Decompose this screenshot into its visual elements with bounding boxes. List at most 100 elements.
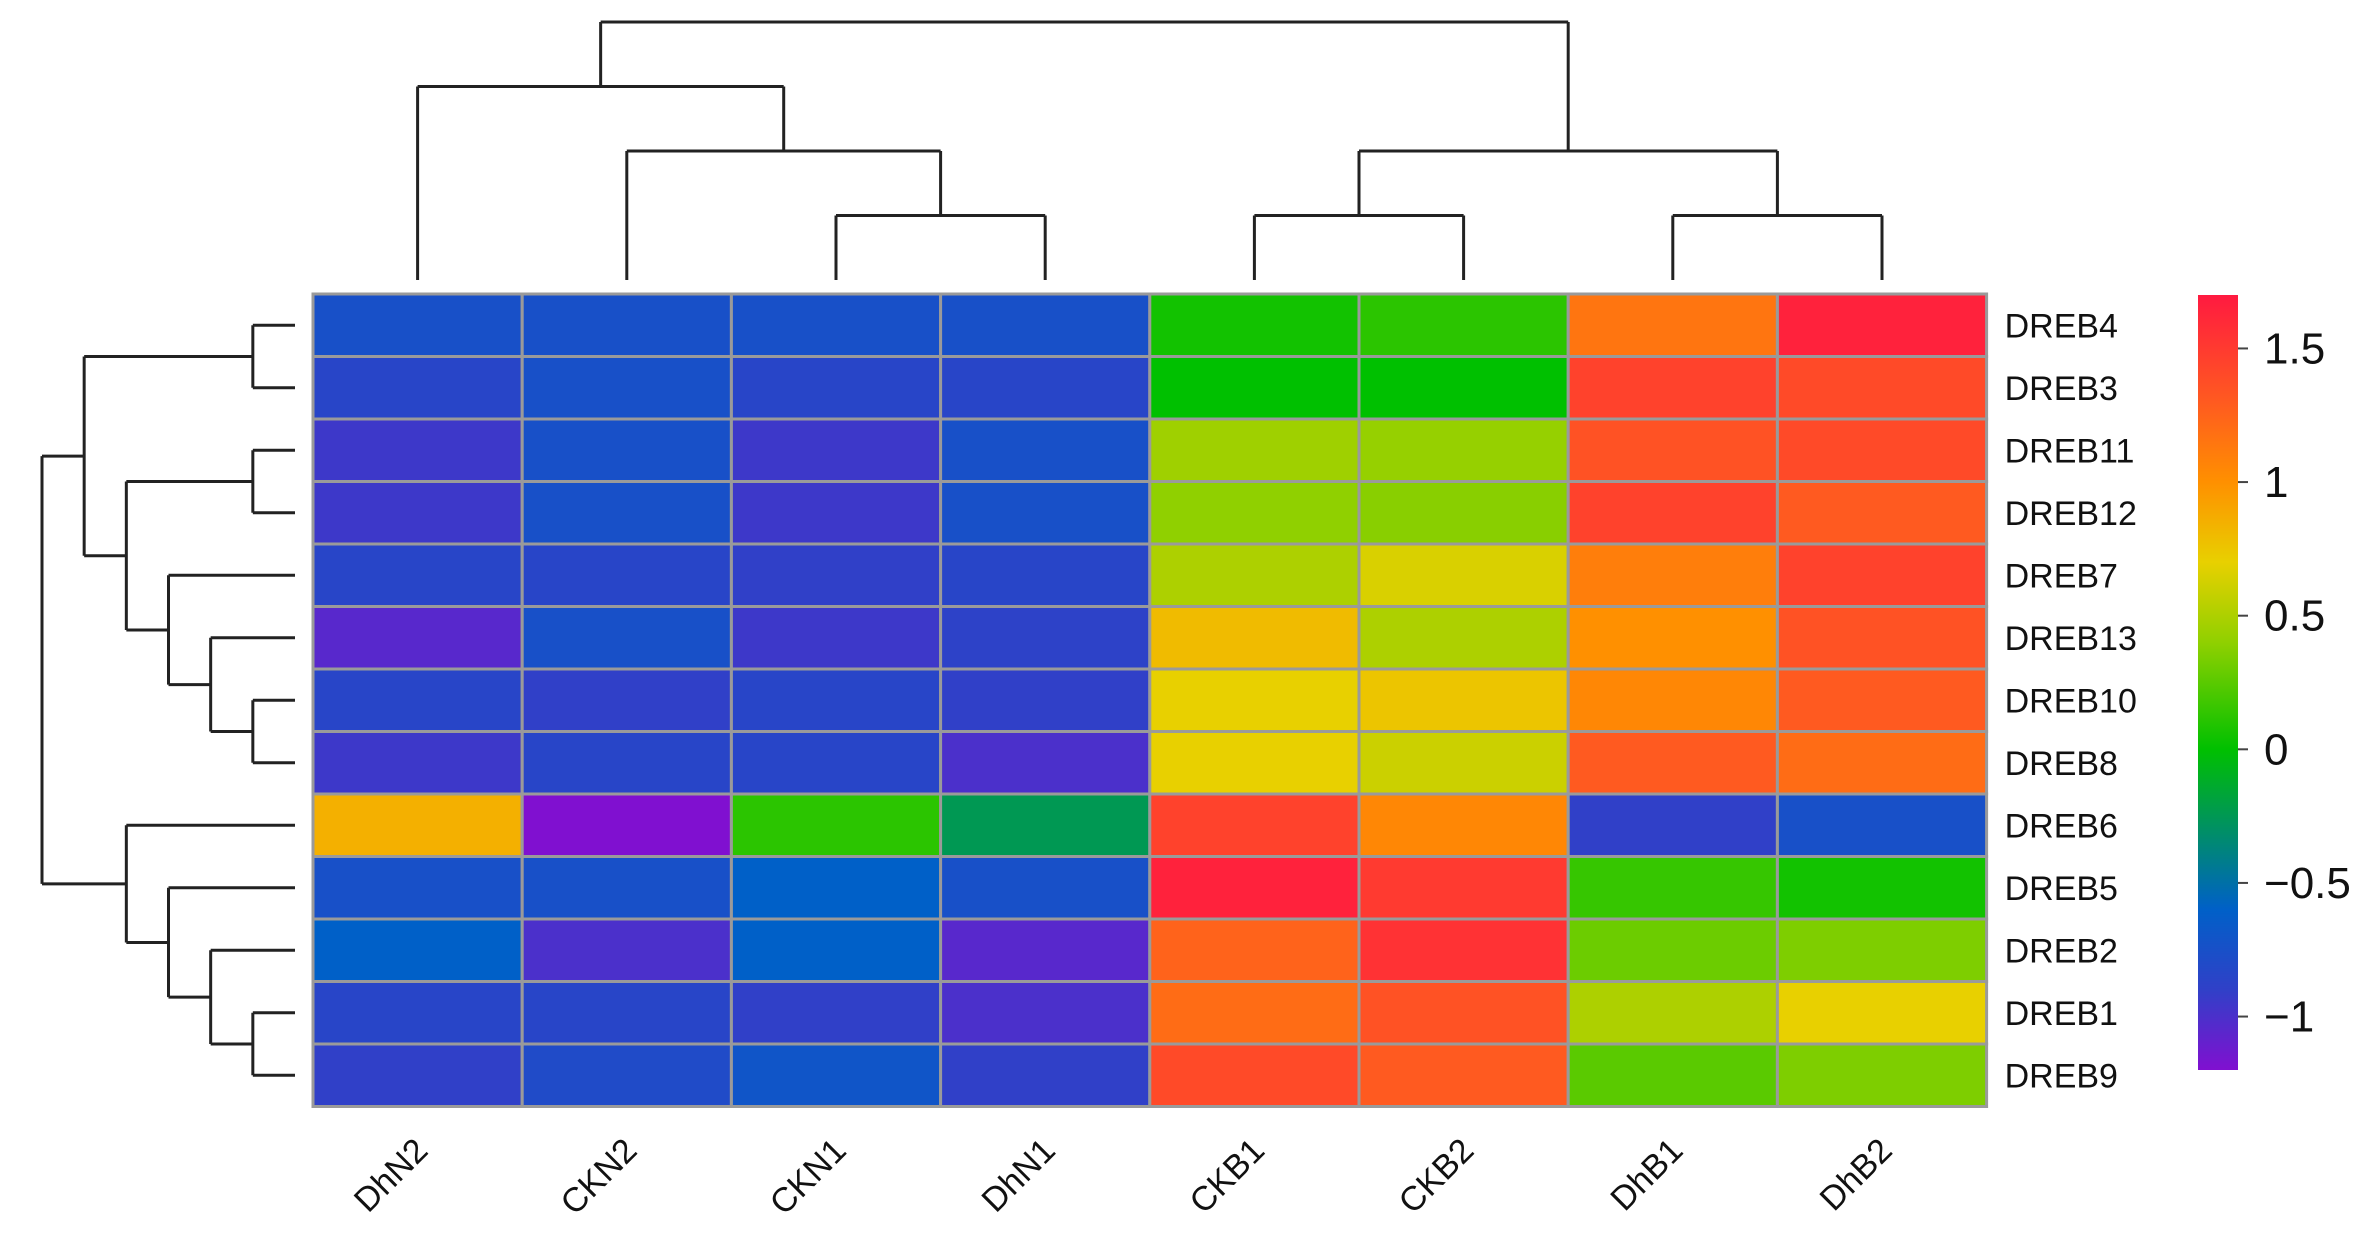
heatmap-cell: [520, 292, 733, 358]
heatmap-cell: [311, 542, 524, 608]
heatmap-cell: [1775, 1042, 1989, 1108]
row-label: DREB10: [2005, 682, 2137, 720]
legend-tick-label: 1: [2264, 458, 2288, 507]
column-label: DhN1: [975, 1131, 1063, 1219]
heatmap-cell: [1566, 480, 1779, 546]
heatmap-cell: [1357, 1042, 1570, 1108]
heatmap-cell: [520, 605, 733, 671]
heatmap-cell: [939, 917, 1152, 983]
heatmap-cell: [520, 1042, 733, 1108]
heatmap-cell: [1775, 480, 1989, 546]
heatmap-cell: [939, 730, 1152, 796]
heatmap-cell: [939, 542, 1152, 608]
heatmap-cell: [1148, 917, 1361, 983]
heatmap-cell: [1357, 605, 1570, 671]
heatmap-cell: [311, 667, 524, 733]
row-dendrogram: [40, 323, 295, 1077]
row-label: DREB9: [2005, 1057, 2118, 1095]
heatmap-cell: [1566, 542, 1779, 608]
heatmap-cell: [311, 605, 524, 671]
heatmap-cell: [1148, 480, 1361, 546]
heatmap-cell: [520, 855, 733, 921]
heatmap-cell: [939, 605, 1152, 671]
heatmap-cell: [1357, 480, 1570, 546]
heatmap-cell: [1566, 980, 1779, 1046]
column-label: DhB2: [1813, 1131, 1900, 1218]
heatmap-cell: [1148, 355, 1361, 421]
heatmap-cell: [1775, 605, 1989, 671]
column-label: CKN2: [553, 1131, 644, 1222]
legend-tick-label: 0: [2264, 725, 2288, 774]
column-dendrogram: [416, 20, 1884, 280]
heatmap-cell: [1566, 355, 1779, 421]
heatmap-cell: [1148, 730, 1361, 796]
row-label: DREB2: [2005, 932, 2118, 970]
heatmap-cell: [729, 980, 943, 1046]
heatmap-cell: [1357, 917, 1570, 983]
row-label: DREB12: [2005, 495, 2137, 533]
legend-ticks: 1.5 1 0.5 0 −0.5 −1: [2238, 324, 2351, 1042]
row-label: DREB3: [2005, 370, 2118, 408]
heatmap-cell: [311, 292, 524, 358]
legend-tick-label: 1.5: [2264, 324, 2325, 373]
heatmap-cell: [1775, 667, 1989, 733]
heatmap-cell: [1775, 417, 1989, 483]
heatmap-cell: [1148, 792, 1361, 858]
heatmap-cell: [939, 355, 1152, 421]
heatmap-cell: [1148, 605, 1361, 671]
row-label: DREB6: [2005, 807, 2118, 845]
row-label: DREB13: [2005, 620, 2137, 658]
heatmap-cell: [520, 417, 733, 483]
heatmap-cell: [1148, 542, 1361, 608]
row-label: DREB4: [2005, 307, 2118, 345]
row-label: DREB1: [2005, 995, 2118, 1033]
heatmap-cell: [1148, 980, 1361, 1046]
heatmap-cell: [729, 417, 943, 483]
heatmap-cell: [939, 980, 1152, 1046]
heatmap-cell: [939, 292, 1152, 358]
heatmap-cell: [1357, 855, 1570, 921]
heatmap-cell: [1566, 855, 1779, 921]
heatmap-cell: [729, 1042, 943, 1108]
heatmap-cell: [1566, 1042, 1779, 1108]
heatmap-cell: [1357, 417, 1570, 483]
heatmap-cell: [311, 980, 524, 1046]
heatmap-cell: [311, 792, 524, 858]
heatmap-cell: [729, 792, 943, 858]
heatmap-cell: [520, 480, 733, 546]
heatmap-cell: [520, 792, 733, 858]
column-labels: DhN2 CKN2 CKN1 DhN1 CKB1 CKB2 DhB1 DhB2: [347, 1131, 1900, 1222]
heatmap-cell: [520, 730, 733, 796]
legend-tick-label: −0.5: [2264, 859, 2351, 908]
heatmap-cell: [1775, 792, 1989, 858]
heatmap-cell: [1148, 1042, 1361, 1108]
heatmap-cell: [1775, 292, 1989, 358]
row-label: DREB11: [2005, 432, 2135, 470]
heatmap-cell: [1566, 417, 1779, 483]
heatmap-cell: [1566, 292, 1779, 358]
heatmap-cell: [729, 605, 943, 671]
legend-color-bar: [2198, 295, 2238, 1070]
heatmap-cell: [1357, 542, 1570, 608]
heatmap-cell: [1357, 730, 1570, 796]
heatmap-cell: [1775, 855, 1989, 921]
heatmap-cell: [1357, 355, 1570, 421]
heatmap-cell: [729, 917, 943, 983]
heatmap-cell: [520, 980, 733, 1046]
column-label: CKB1: [1182, 1131, 1272, 1221]
heatmap-cell: [729, 855, 943, 921]
heatmap-cell: [311, 417, 524, 483]
column-label: DhB1: [1603, 1131, 1690, 1218]
heatmap-cell: [1148, 292, 1361, 358]
row-labels: DREB4 DREB3 DREB11 DREB12 DREB7 DREB13 DREB10 D…: [2005, 307, 2137, 1095]
heatmap-cell: [1566, 917, 1779, 983]
heatmap-cell: [311, 480, 524, 546]
heatmap-cell: [939, 417, 1152, 483]
heatmap-cell: [1775, 730, 1989, 796]
heatmap-cell: [1566, 730, 1779, 796]
heatmap-cell: [939, 855, 1152, 921]
row-label: DREB7: [2005, 557, 2118, 595]
heatmap-cell: [1148, 417, 1361, 483]
heatmap-cell: [311, 730, 524, 796]
